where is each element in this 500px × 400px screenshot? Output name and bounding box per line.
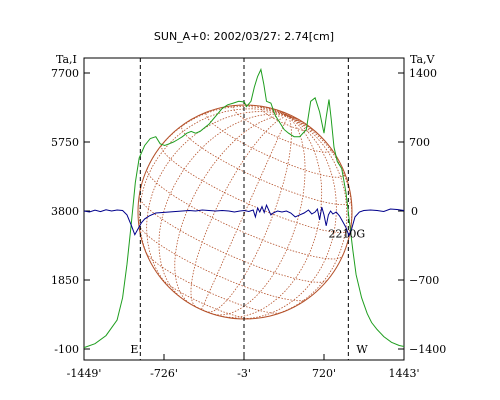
right-tick-label: −700: [409, 274, 439, 287]
x-tick-label: 720': [312, 367, 336, 380]
longitude-line: [158, 113, 288, 301]
limb-label: E: [130, 343, 138, 356]
x-tick-label: 1443': [388, 367, 419, 380]
longitude-line: [201, 115, 289, 310]
longitude-line: [146, 111, 289, 293]
right-axis-label: Ta,V: [410, 53, 436, 66]
right-tick-label: 0: [411, 205, 418, 218]
x-tick-label: -1449': [67, 367, 102, 380]
limb-label: W: [356, 343, 368, 356]
latitude-line: [138, 225, 306, 302]
longitude-line: [208, 115, 292, 313]
axis-ticks: 7700 5750 3800 1850 -100 1400 700 0 −700 −1400 -14…: [51, 67, 446, 380]
latitude-line: [160, 277, 253, 320]
solar-disk-limb: [137, 104, 353, 320]
polarization-series-line: [83, 203, 405, 238]
latitude-line: [205, 111, 346, 178]
longitude-line: [232, 115, 337, 320]
series-lines: [83, 67, 405, 349]
x-tick-label: -726': [150, 367, 178, 380]
right-tick-label: 1400: [409, 67, 437, 80]
left-tick-label: 3800: [51, 205, 79, 218]
right-tick-label: 700: [409, 136, 430, 149]
intensity-series-line: [83, 67, 405, 349]
solar-disk-grid: [137, 104, 353, 320]
longitude-line: [214, 115, 306, 316]
latitude-line: [260, 106, 313, 132]
left-tick-label: -100: [54, 343, 79, 356]
x-tick-label: -3': [237, 367, 251, 380]
left-axis-label: Ta,I: [56, 53, 77, 66]
left-tick-label: 1850: [51, 274, 79, 287]
latitude-line: [181, 124, 352, 205]
latitude-line: [138, 196, 328, 283]
annotations: 2210G: [328, 228, 365, 241]
right-tick-label: −1400: [409, 343, 446, 356]
left-tick-label: 5750: [51, 136, 79, 149]
field-strength-annotation: 2210G: [328, 228, 365, 241]
latitude-line: [160, 144, 351, 233]
left-tick-label: 7700: [51, 67, 79, 80]
longitude-line: [271, 115, 348, 316]
longitude-line: [219, 115, 323, 318]
longitude-line: [174, 115, 288, 304]
chart-title: SUN_A+0: 2002/03/27: 2.74[cm]: [154, 30, 334, 43]
longitude-line: [287, 115, 301, 121]
latitude-line: [146, 253, 280, 314]
longitude-line: [276, 109, 289, 117]
